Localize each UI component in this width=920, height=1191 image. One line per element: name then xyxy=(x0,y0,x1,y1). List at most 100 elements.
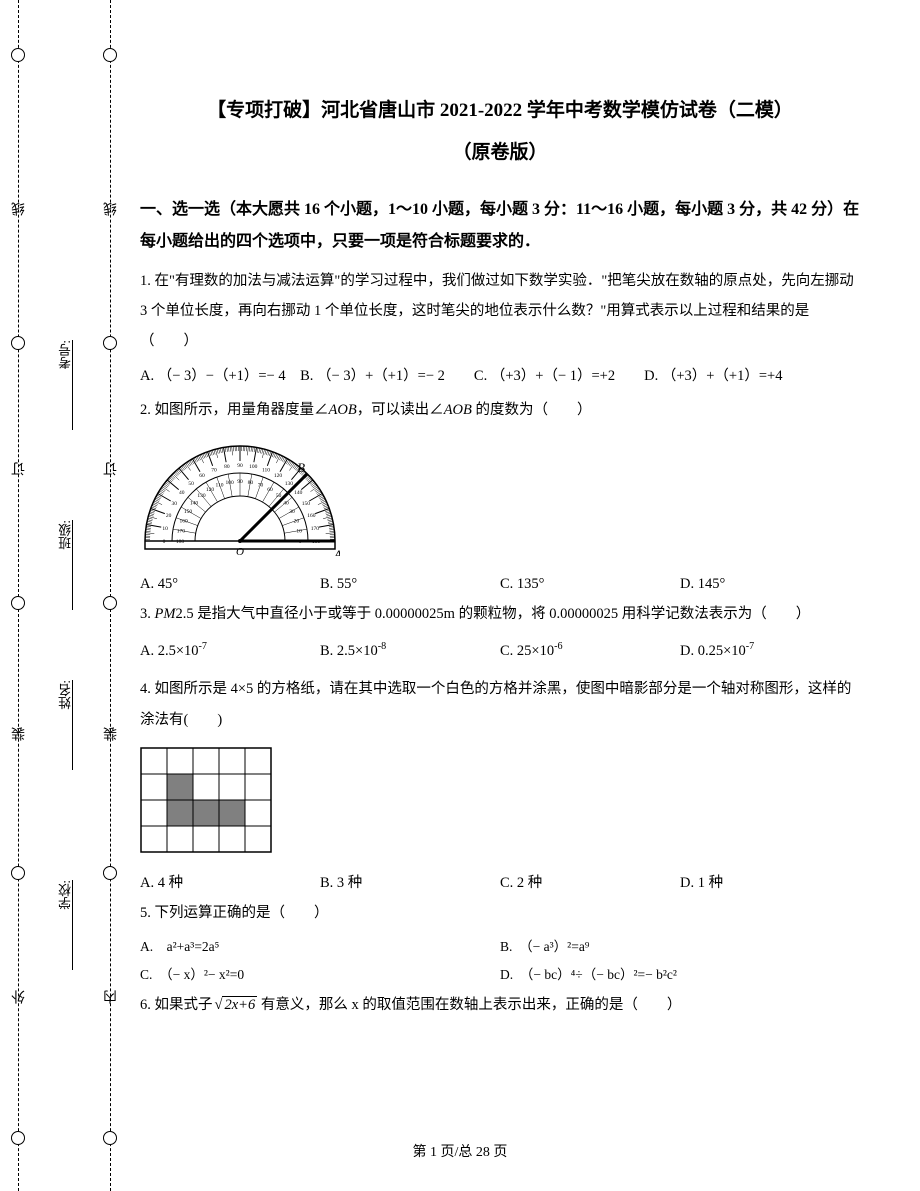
svg-text:50: 50 xyxy=(276,493,282,499)
q5-optA: A. a²+a³=2a⁵ xyxy=(140,933,500,961)
svg-text:170: 170 xyxy=(311,526,320,532)
q2-options: A. 45° B. 55° C. 135° D. 145° xyxy=(140,569,860,599)
q4-optC: C. 2 种 xyxy=(500,868,680,898)
q5-optD: D. （− bc）⁴÷（− bc）²=− b²c² xyxy=(500,961,860,989)
svg-text:150: 150 xyxy=(184,509,193,515)
q2-stem: 2. 如图所示，用量角器度量∠AOB，可以读出∠AOB 的度数为（ ） xyxy=(140,395,860,425)
page-content: 【专项打破】河北省唐山市 2021-2022 学年中考数学模仿试卷（二模） （原… xyxy=(130,0,900,1191)
svg-text:60: 60 xyxy=(267,487,273,493)
svg-text:80: 80 xyxy=(224,464,230,470)
q3-optC: C. 25×10-6 xyxy=(500,636,680,666)
circle-mark xyxy=(103,48,117,62)
svg-text:140: 140 xyxy=(190,500,199,506)
q4-stem: 4. 如图所示是 4×5 的方格纸，请在其中选取一个白色的方格并涂黑，使图中暗影… xyxy=(140,674,860,735)
q3-pm: PM xyxy=(155,606,176,622)
q5-options: A. a²+a³=2a⁵ B. （− a³）²=a⁹ C. （− x）²− x²… xyxy=(140,933,860,990)
q5-optB: B. （− a³）²=a⁹ xyxy=(500,933,860,961)
svg-text:50: 50 xyxy=(188,481,194,487)
q2-pre: 2. 如图所示，用量角器度量∠ xyxy=(140,402,329,418)
inner-char: 订 xyxy=(102,460,122,476)
q6-stem: 6. 如果式子2x+6 有意义，那么 x 的取值范围在数轴上表示出来，正确的是（… xyxy=(140,990,860,1020)
q4-optD: D. 1 种 xyxy=(680,868,860,898)
svg-text:B: B xyxy=(297,460,305,475)
svg-text:20: 20 xyxy=(166,513,172,519)
svg-text:70: 70 xyxy=(258,482,264,488)
svg-text:30: 30 xyxy=(171,501,177,507)
svg-text:80: 80 xyxy=(248,480,254,486)
q6-pre: 6. 如果式子 xyxy=(140,997,213,1013)
circle-mark xyxy=(11,596,25,610)
title-line1: 【专项打破】河北省唐山市 2021-2022 学年中考数学模仿试卷（二模） xyxy=(140,90,860,132)
q3-optA: A. 2.5×10-7 xyxy=(140,636,320,666)
svg-text:10: 10 xyxy=(162,526,168,532)
q1-stem: 1. 在"有理数的加法与减法运算"的学习过程中，我们做过如下数学实验．"把笔尖放… xyxy=(140,266,860,357)
q2-optC: C. 135° xyxy=(500,569,680,599)
outer-char: 线 xyxy=(10,200,30,216)
svg-text:40: 40 xyxy=(283,500,289,506)
svg-text:120: 120 xyxy=(274,473,283,479)
svg-text:110: 110 xyxy=(215,482,223,488)
q3-optB: B. 2.5×10-8 xyxy=(320,636,500,666)
field-underline xyxy=(72,880,73,970)
inner-char: 线 xyxy=(102,200,122,216)
q5-optC: C. （− x）²− x²=0 xyxy=(140,961,500,989)
svg-text:30: 30 xyxy=(289,509,295,515)
svg-text:70: 70 xyxy=(211,467,217,473)
title-line2: （原卷版） xyxy=(140,132,860,174)
circle-mark xyxy=(11,336,25,350)
page-footer: 第 1 页/总 28 页 xyxy=(0,1141,920,1161)
svg-text:20: 20 xyxy=(294,518,300,524)
svg-text:60: 60 xyxy=(199,473,205,479)
field-underline xyxy=(72,680,73,770)
q1-options: A. （− 3）−（+1）=− 4 B. （− 3）+（+1）=− 2 C. （… xyxy=(140,361,860,391)
svg-text:100: 100 xyxy=(249,464,258,470)
circle-mark xyxy=(103,866,117,880)
circle-mark xyxy=(11,866,25,880)
field-underline xyxy=(72,340,73,430)
svg-text:160: 160 xyxy=(179,518,188,524)
q3-optD: D. 0.25×10-7 xyxy=(680,636,860,666)
q2-aob2: AOB xyxy=(444,402,472,418)
q2-mid: ，可以读出∠ xyxy=(357,402,444,418)
label-A: A xyxy=(333,547,340,556)
binding-margin: 外 装 订 线 内 装 订 线 学校: 姓名: 班级: 考号: xyxy=(0,0,130,1191)
circle-mark xyxy=(103,596,117,610)
q3-stem: 3. PM2.5 是指大气中直径小于或等于 0.00000025m 的颗粒物，将… xyxy=(140,599,860,629)
outer-char: 外 xyxy=(10,988,30,1004)
svg-text:0: 0 xyxy=(163,539,166,545)
q6-post: 有意义，那么 x 的取值范围在数轴上表示出来，正确的是（ ） xyxy=(257,997,681,1013)
circle-mark xyxy=(11,48,25,62)
svg-text:180: 180 xyxy=(176,539,185,545)
svg-text:90: 90 xyxy=(237,479,243,485)
outer-char: 订 xyxy=(10,460,30,476)
svg-text:100: 100 xyxy=(225,480,234,486)
sqrt-icon: 2x+6 xyxy=(213,990,258,1020)
q2-optB: B. 55° xyxy=(320,569,500,599)
q3-options: A. 2.5×10-7 B. 2.5×10-8 C. 25×10-6 D. 0.… xyxy=(140,636,860,666)
circle-mark xyxy=(103,336,117,350)
svg-text:130: 130 xyxy=(285,481,294,487)
svg-text:170: 170 xyxy=(177,528,186,534)
svg-text:130: 130 xyxy=(197,493,206,499)
q4-options: A. 4 种 B. 3 种 C. 2 种 D. 1 种 xyxy=(140,868,860,898)
q2-post: 的度数为（ ） xyxy=(472,402,592,418)
svg-text:110: 110 xyxy=(262,467,270,473)
exam-title: 【专项打破】河北省唐山市 2021-2022 学年中考数学模仿试卷（二模） （原… xyxy=(140,90,860,174)
q2-aob1: AOB xyxy=(329,402,357,418)
svg-text:120: 120 xyxy=(206,487,215,493)
svg-text:90: 90 xyxy=(237,463,243,469)
svg-text:40: 40 xyxy=(179,490,185,496)
inner-char: 装 xyxy=(102,725,122,741)
q2-optD: D. 145° xyxy=(680,569,860,599)
q4-grid xyxy=(140,747,272,853)
svg-text:160: 160 xyxy=(307,513,316,519)
label-O: O xyxy=(236,546,244,556)
inner-char: 内 xyxy=(102,988,122,1004)
q3-pre: 3. xyxy=(140,606,155,622)
svg-text:150: 150 xyxy=(302,501,311,507)
q4-optB: B. 3 种 xyxy=(320,868,500,898)
svg-text:10: 10 xyxy=(296,528,302,534)
field-underline xyxy=(72,520,73,610)
q2-optA: A. 45° xyxy=(140,569,320,599)
q5-stem: 5. 下列运算正确的是（ ） xyxy=(140,898,860,928)
